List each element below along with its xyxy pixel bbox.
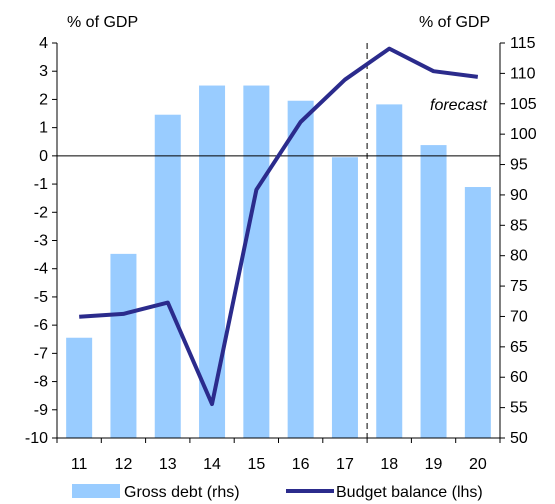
left-tick-label: -6 (34, 317, 48, 334)
x-axis-ticks: 11 12 13 14 15 16 17 18 19 20 (56, 438, 501, 473)
left-tick-label: -5 (34, 289, 48, 306)
line-series-budget-balance (79, 46, 479, 407)
x-tick-label: 11 (71, 456, 88, 473)
x-tick-label: 20 (469, 456, 487, 473)
bar-gross-debt-18 (376, 104, 403, 438)
left-tick-label: -2 (34, 204, 48, 221)
left-axis-unit-label: % of GDP (67, 14, 138, 31)
left-tick-label: -10 (25, 430, 48, 447)
left-tick-label: 3 (39, 63, 48, 80)
right-tick-label: 65 (510, 339, 528, 356)
x-tick-label: 19 (425, 456, 443, 473)
right-axis-unit-label: % of GDP (419, 14, 490, 31)
left-tick-label: 0 (39, 148, 48, 165)
right-tick-label: 75 (510, 278, 528, 295)
left-tick-label: 1 (39, 120, 48, 137)
x-tick-label: 12 (115, 456, 133, 473)
forecast-annotation: forecast (430, 97, 487, 114)
left-tick-label: -8 (34, 374, 48, 391)
right-tick-label: 60 (510, 369, 528, 386)
right-tick-label: 110 (510, 65, 536, 82)
right-tick-label: 105 (510, 96, 537, 113)
bar-gross-debt-16 (287, 100, 314, 438)
right-tick-label: 115 (510, 35, 536, 52)
left-tick-label: -7 (34, 345, 48, 362)
legend-swatch-gross-debt (72, 484, 120, 498)
left-tick-label: -3 (34, 233, 48, 250)
bar-gross-debt-19 (420, 145, 447, 439)
left-axis-ticks: 4 3 2 1 0 -1 -2 -3 -4 -5 -6 -7 -8 -9 -10 (25, 35, 57, 447)
bar-gross-debt-13 (154, 114, 181, 438)
right-tick-label: 80 (510, 248, 528, 265)
left-tick-label: 4 (39, 35, 48, 52)
bar-gross-debt-17 (331, 157, 358, 438)
right-tick-label: 100 (510, 126, 537, 143)
bar-gross-debt-11 (66, 337, 93, 438)
bar-gross-debt-20 (464, 187, 491, 438)
right-tick-label: 50 (510, 430, 528, 447)
bar-gross-debt-14 (199, 85, 226, 439)
right-tick-label: 90 (510, 187, 528, 204)
legend-label-budget-balance: Budget balance (lhs) (336, 484, 483, 501)
left-tick-label: -4 (34, 261, 48, 278)
left-tick-label: -9 (34, 402, 48, 419)
bar-gross-debt-12 (110, 253, 137, 438)
x-tick-label: 18 (380, 456, 398, 473)
x-tick-label: 16 (292, 456, 310, 473)
legend-label-gross-debt: Gross debt (rhs) (124, 484, 240, 501)
right-tick-label: 95 (510, 157, 528, 174)
x-tick-label: 17 (336, 456, 354, 473)
right-tick-label: 70 (510, 308, 528, 325)
right-tick-label: 85 (510, 217, 528, 234)
x-tick-label: 14 (203, 456, 221, 473)
bar-series-gross-debt (66, 85, 491, 439)
left-tick-label: 2 (39, 91, 48, 108)
left-tick-label: -1 (34, 176, 48, 193)
legend: Gross debt (rhs) Budget balance (lhs) (72, 484, 483, 501)
x-tick-label: 13 (159, 456, 177, 473)
right-tick-label: 55 (510, 400, 528, 417)
right-axis-ticks: 115 110 105 100 95 90 85 80 75 70 65 60 55 50 (500, 35, 537, 447)
bar-gross-debt-15 (243, 85, 270, 439)
x-tick-label: 15 (247, 456, 265, 473)
